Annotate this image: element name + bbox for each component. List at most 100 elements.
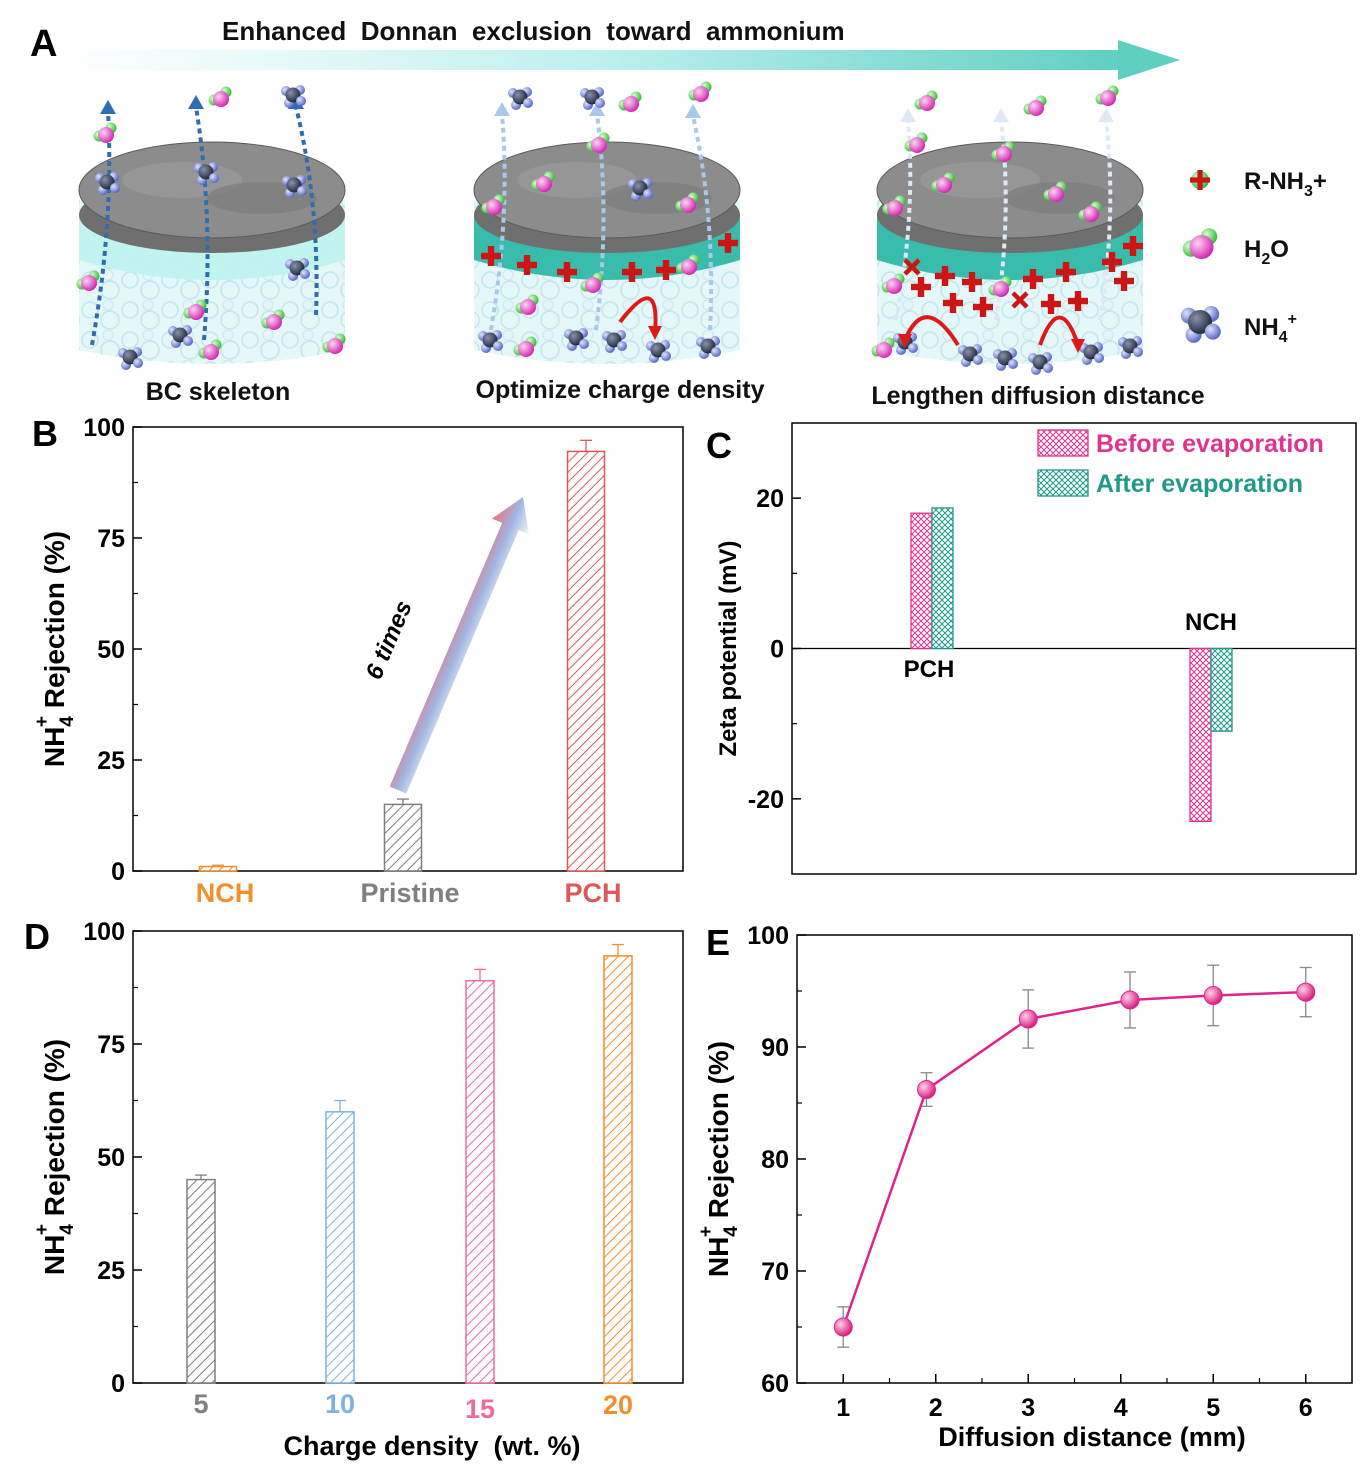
legend-label: H2O (1244, 236, 1289, 268)
y-tick-label: 60 (761, 1370, 789, 1398)
x-axis-label: Diffusion distance (mm) (938, 1422, 1246, 1452)
y-tick-label: 25 (97, 747, 125, 775)
x-tick-label: 4 (1114, 1394, 1128, 1422)
ammonium-molecule-icon (580, 87, 605, 110)
y-tick-label: 0 (111, 1370, 125, 1398)
data-point (1018, 1009, 1038, 1029)
bar-pristine (383, 803, 423, 872)
arrow-head (494, 102, 510, 116)
water-molecule-icon (93, 122, 117, 143)
data-point (917, 1080, 936, 1100)
ammonium-molecule-icon (508, 87, 533, 110)
y-axis-label: NH4+ Rejection (%) (32, 1039, 78, 1275)
water-molecule-icon (208, 86, 232, 107)
diffusion-path-arrow (194, 106, 210, 341)
water-molecule-icon (1182, 228, 1218, 259)
x-tick-label: PCH (564, 878, 621, 908)
rebound-arrow-head (648, 326, 662, 340)
bar-pch-series-2 (931, 507, 954, 650)
y-tick-label: 100 (83, 918, 125, 946)
y-axis-label: Zeta potential (mV) (715, 540, 742, 756)
x-tick-label: 1 (836, 1394, 850, 1422)
legend-swatch (1037, 469, 1089, 497)
rebound-arrow (903, 315, 960, 347)
annotation-6-times: 6 times (361, 597, 418, 684)
y-tick-label: 25 (97, 1257, 125, 1285)
panel-letter-c: C (706, 425, 732, 466)
rebound-arrow (618, 296, 658, 333)
plus-charge-icon (1190, 170, 1210, 190)
category-label-nch: NCH (1185, 609, 1237, 636)
panel-e-chart: E 60 70 80 90 100 1 2 3 4 5 6 NH4+ Rejection (%) Diff… (696, 922, 1353, 1452)
arrow-head (685, 104, 701, 118)
bar-15 (465, 979, 495, 1384)
growth-arrow-shape (389, 496, 529, 794)
diffusion-path-arrow (1098, 119, 1113, 321)
legend-swatch (1037, 429, 1089, 457)
x-tick-label: 15 (465, 1394, 495, 1424)
panel-d-chart: D 0 25 50 75 100 NH4+ Rejection (%) 5 10 15 20 Char… (24, 916, 684, 1461)
panel-c-chart: C -20 0 20 Zeta potential (mV) PCH NCH Before e… (706, 422, 1357, 875)
y-tick-label: 75 (97, 1031, 125, 1059)
legend-label: After evaporation (1096, 470, 1303, 498)
stage-illustrations: BC skeleton Optimize charge density Length… (76, 81, 1205, 410)
rebound-arrow (1038, 315, 1080, 346)
growth-arrow (389, 496, 529, 794)
y-tick-label: 90 (761, 1034, 789, 1062)
arrow-head (900, 108, 916, 122)
bar-pch-series-1 (910, 512, 933, 650)
x-tick-label: 5 (1206, 1394, 1220, 1422)
ammonium-molecule-icon (281, 85, 306, 108)
y-tick-label: 20 (756, 485, 784, 513)
water-molecule-icon (904, 132, 928, 153)
x-tick-label: 3 (1021, 1394, 1035, 1422)
panel-letter-d: D (24, 916, 50, 957)
banner-title: Enhanced Donnan exclusion toward ammoniu… (222, 16, 845, 46)
arrow-head (188, 95, 204, 109)
arrow-head (100, 100, 116, 114)
water-molecule-icon (618, 91, 642, 112)
category-label-pch: PCH (904, 656, 955, 683)
y-tick-label: 70 (761, 1258, 789, 1286)
arrow-head (993, 108, 1009, 122)
ammonium-molecule-icon (1180, 306, 1221, 343)
x-tick-label: 6 (1299, 1394, 1313, 1422)
y-axis-label: NH4+ Rejection (%) (696, 1041, 742, 1277)
diffusion-path-arrow (489, 113, 507, 331)
diffusion-path-arrow (994, 119, 1008, 321)
y-tick-label: 80 (761, 1146, 789, 1174)
y-tick-label: 0 (111, 858, 125, 886)
x-tick-label: 20 (603, 1390, 633, 1420)
y-tick-label: -20 (748, 786, 784, 814)
schematic-legend: R-NH3+ H2O NH4+ (1180, 168, 1327, 346)
data-point (1296, 982, 1316, 1002)
x-tick-label: Pristine (360, 878, 459, 908)
y-tick-label: 50 (97, 1144, 125, 1172)
y-tick-label: 100 (83, 414, 125, 442)
stage-2 (473, 102, 741, 364)
stage-label: BC skeleton (146, 378, 290, 406)
banner-arrow (66, 40, 1180, 80)
x-tick-label: NCH (196, 878, 255, 908)
y-tick-label: 75 (97, 525, 125, 553)
bar-nch-series-2 (1210, 647, 1233, 732)
plot-frame (796, 934, 1353, 1384)
diffusion-path-arrow (90, 111, 112, 346)
bar-5 (186, 1178, 216, 1384)
stage-1 (78, 95, 346, 364)
data-point (1203, 985, 1223, 1005)
stage-3 (876, 108, 1144, 364)
y-tick-label: 0 (770, 636, 784, 664)
panel-b-chart: B 0 25 50 75 100 NH4+ Rejection (%) NCH Pristine… (32, 413, 684, 908)
data-point (833, 1317, 853, 1337)
legend-label: NH4+ (1244, 311, 1297, 346)
legend-label: Before evaporation (1096, 430, 1324, 458)
rebound-arrow-head (1071, 339, 1085, 353)
bar-nch-series-1 (1189, 647, 1212, 823)
stage-label: Lengthen diffusion distance (871, 382, 1204, 410)
bar-20 (603, 955, 633, 1384)
water-molecule-icon (1023, 95, 1047, 116)
panel-letter-e: E (706, 922, 730, 963)
water-molecule-icon (1095, 85, 1119, 106)
